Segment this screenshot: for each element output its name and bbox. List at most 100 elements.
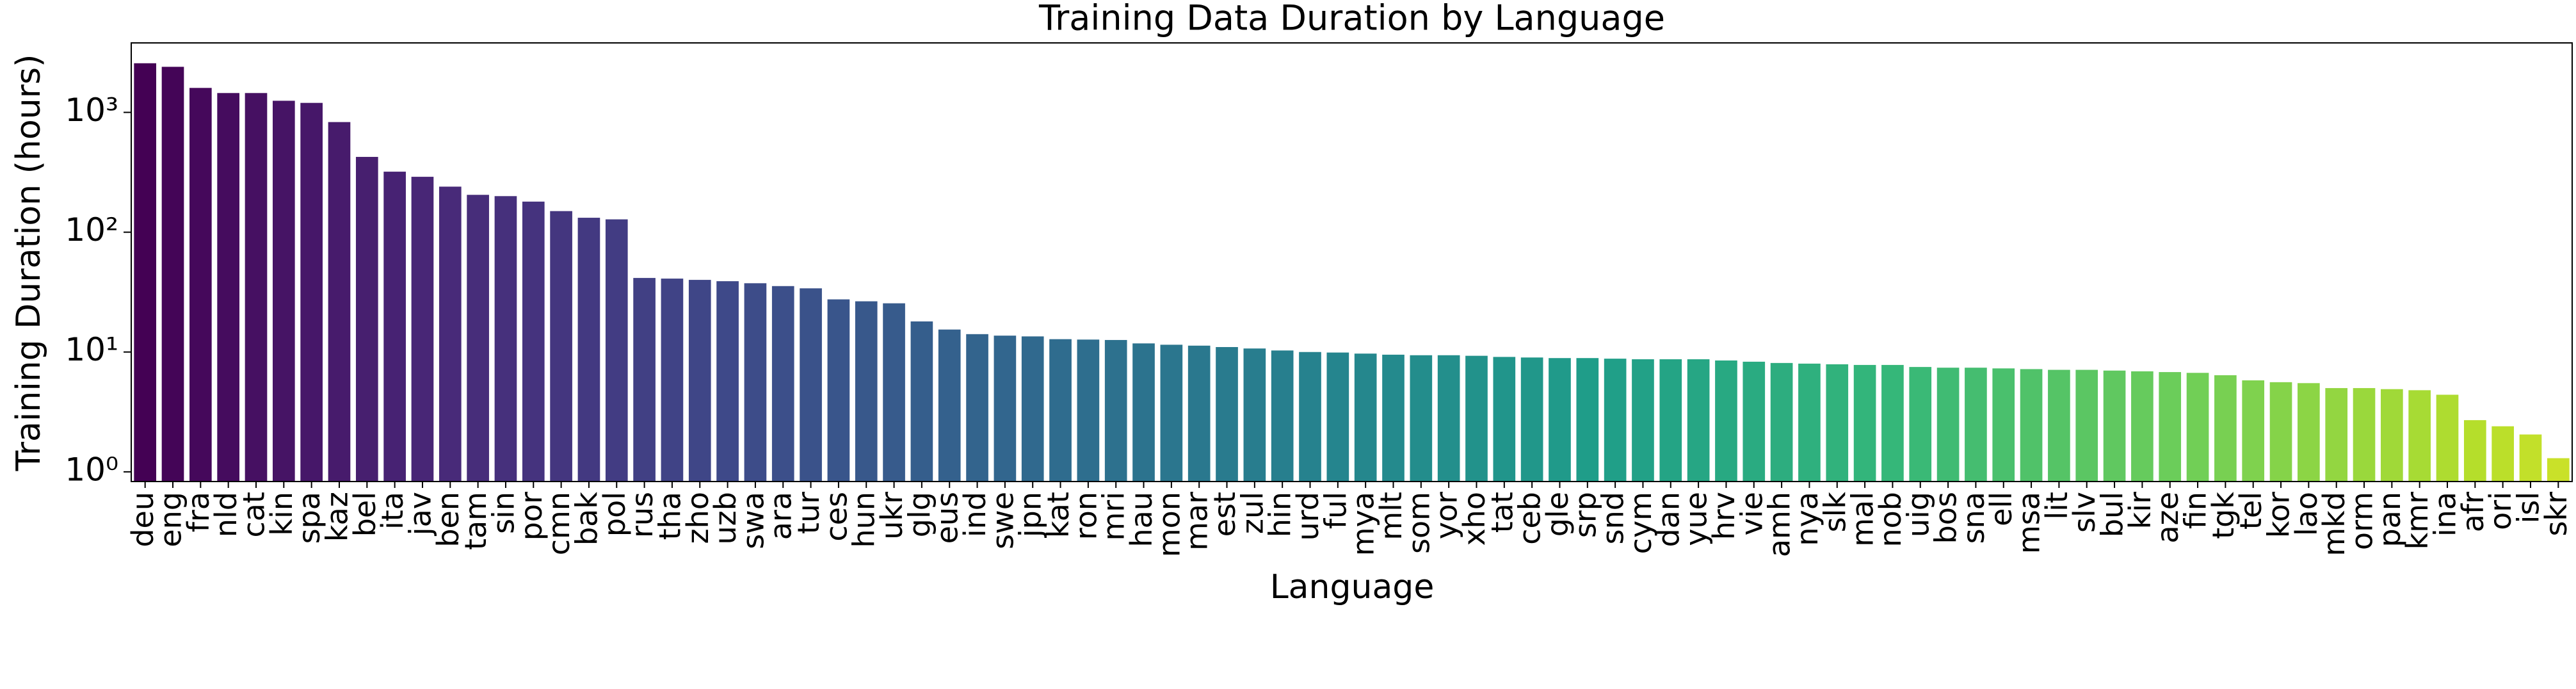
- x-axis-label: Language: [1270, 568, 1435, 606]
- x-tick-label: kir: [2123, 492, 2157, 529]
- x-tick-label: mlt: [1374, 492, 1408, 540]
- x-tick-label: pan: [2372, 492, 2407, 547]
- bar: [1243, 348, 1266, 482]
- bar: [2214, 375, 2237, 482]
- bar: [161, 67, 184, 482]
- x-tick-label: cmn: [542, 492, 576, 555]
- bar: [800, 288, 822, 482]
- bar: [1604, 359, 1627, 482]
- x-tick-label: deu: [125, 492, 160, 547]
- x-tick-label: snd: [1596, 492, 1630, 544]
- bar: [2353, 388, 2376, 482]
- bar: [716, 281, 739, 482]
- x-tick-label: ben: [431, 492, 465, 547]
- bar: [966, 334, 988, 482]
- bar: [855, 301, 878, 482]
- x-tick-label: amh: [1762, 492, 1797, 557]
- y-tick-label: 10¹: [65, 331, 118, 368]
- bar: [1077, 339, 1100, 482]
- bar: [1465, 355, 1488, 482]
- bar: [1326, 352, 1349, 482]
- bar: [2436, 394, 2459, 482]
- x-tick-label: fin: [2178, 492, 2213, 529]
- x-tick-label: orm: [2345, 492, 2379, 550]
- bar: [328, 122, 351, 482]
- bar: [994, 336, 1017, 482]
- x-tick-label: mon: [1152, 492, 1186, 557]
- bar: [1632, 359, 1654, 482]
- x-tick-label: dan: [1651, 492, 1686, 547]
- bar: [661, 279, 684, 482]
- bar: [2075, 369, 2098, 482]
- bar: [300, 102, 323, 482]
- bar: [1493, 357, 1516, 482]
- bar: [550, 211, 572, 482]
- x-tick-label: ukr: [874, 492, 909, 540]
- x-tick-label: fra: [181, 492, 216, 532]
- bar: [272, 101, 295, 482]
- x-tick-label: sin: [486, 492, 520, 534]
- bar: [383, 172, 406, 482]
- bar: [1354, 353, 1377, 482]
- x-tick-label: jav: [403, 492, 437, 536]
- bar: [1187, 345, 1211, 482]
- x-tick-label: jpn: [1013, 492, 1048, 538]
- x-tick-label: ara: [764, 492, 798, 540]
- x-tick-label: mar: [1180, 492, 1214, 551]
- x-tick-label: eus: [930, 492, 965, 544]
- bar: [605, 219, 628, 482]
- chart-title: Training Data Duration by Language: [1038, 0, 1665, 38]
- bar: [1271, 350, 1294, 482]
- bar: [189, 88, 212, 482]
- x-tick-label: swa: [736, 492, 770, 549]
- x-tick-label: aze: [2150, 492, 2185, 544]
- x-tick-label: hin: [1263, 492, 1298, 537]
- bar: [1659, 359, 1682, 482]
- bar: [1826, 364, 1849, 482]
- bar: [1715, 360, 1737, 482]
- x-tick-label: ron: [1068, 492, 1103, 540]
- x-tick-label: tat: [1485, 492, 1519, 533]
- bar: [827, 299, 850, 482]
- x-tick-label: isl: [2511, 492, 2546, 524]
- bar: [577, 218, 600, 482]
- x-tick-label: kmr: [2400, 492, 2435, 549]
- bar: [1909, 367, 1932, 482]
- x-tick-label: slk: [1817, 492, 1852, 533]
- x-tick-label: nob: [1873, 492, 1908, 547]
- bar: [2519, 434, 2542, 482]
- bar: [1881, 364, 1904, 482]
- bar: [467, 195, 489, 482]
- x-tick-label: xho: [1457, 492, 1492, 546]
- bar: [1437, 355, 1460, 482]
- x-tick-label: ind: [958, 492, 992, 537]
- x-tick-label: nld: [209, 492, 243, 537]
- bar: [1992, 368, 2015, 482]
- bar: [2159, 372, 2182, 482]
- x-tick-label: tel: [2234, 492, 2268, 530]
- bar: [883, 303, 905, 482]
- bar: [2381, 389, 2403, 482]
- x-tick-label: pol: [597, 492, 632, 537]
- bar: [1965, 368, 1987, 482]
- x-tick-label: zho: [680, 492, 715, 544]
- x-tick-label: rus: [625, 492, 659, 538]
- x-tick-label: tgk: [2206, 492, 2241, 539]
- x-tick-label: spa: [292, 492, 326, 544]
- x-tick-label: tha: [652, 492, 687, 540]
- bar: [1132, 343, 1155, 482]
- x-tick-label: hrv: [1707, 492, 1741, 540]
- x-tick-label: ceb: [1513, 492, 1547, 545]
- bar: [439, 186, 462, 482]
- bar: [1216, 346, 1238, 482]
- bar: [2464, 420, 2486, 482]
- bar: [494, 196, 517, 482]
- y-tick-label: 10²: [65, 211, 118, 248]
- x-tick-label: ita: [375, 492, 410, 530]
- x-tick-label: mal: [1846, 492, 1880, 547]
- bar: [134, 63, 156, 482]
- x-tick-label: uig: [1901, 492, 1935, 537]
- x-tick-label: mri: [1097, 492, 1131, 541]
